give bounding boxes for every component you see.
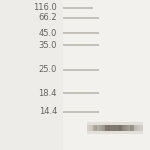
- Bar: [103, 125, 104, 131]
- Bar: [63, 7, 93, 9]
- Bar: [141, 125, 142, 131]
- Bar: [63, 92, 99, 94]
- Bar: [134, 125, 135, 131]
- Bar: [102, 125, 103, 131]
- Bar: [136, 125, 137, 131]
- Bar: [133, 125, 135, 131]
- Bar: [139, 125, 140, 131]
- Bar: [114, 125, 115, 131]
- Text: 25.0: 25.0: [39, 66, 57, 75]
- Bar: [63, 69, 99, 71]
- Bar: [118, 125, 119, 131]
- Bar: [63, 44, 99, 46]
- Bar: [117, 125, 118, 131]
- Bar: [116, 125, 117, 131]
- Bar: [126, 125, 127, 131]
- Bar: [112, 125, 113, 131]
- Bar: [93, 125, 95, 131]
- Bar: [93, 125, 94, 131]
- Bar: [100, 125, 101, 131]
- Bar: [96, 125, 98, 131]
- Bar: [130, 125, 131, 131]
- Bar: [135, 125, 136, 131]
- Bar: [110, 125, 111, 131]
- Text: 14.4: 14.4: [39, 108, 57, 117]
- Bar: [63, 32, 99, 34]
- Bar: [88, 125, 89, 131]
- Bar: [101, 125, 102, 131]
- Bar: [123, 125, 124, 131]
- Bar: [99, 125, 100, 131]
- Bar: [131, 125, 133, 131]
- Bar: [91, 125, 92, 131]
- Text: 66.2: 66.2: [38, 14, 57, 22]
- Bar: [108, 125, 110, 131]
- Bar: [107, 125, 109, 131]
- Bar: [128, 125, 129, 131]
- Bar: [120, 125, 122, 131]
- Bar: [98, 125, 99, 131]
- Bar: [127, 125, 128, 131]
- Bar: [89, 125, 90, 131]
- Bar: [109, 125, 110, 131]
- Bar: [137, 125, 138, 131]
- Bar: [87, 122, 142, 134]
- Bar: [138, 125, 139, 131]
- Text: 45.0: 45.0: [39, 28, 57, 38]
- Bar: [94, 125, 96, 131]
- Bar: [97, 125, 98, 131]
- Bar: [142, 125, 143, 131]
- Bar: [140, 125, 141, 131]
- Bar: [92, 125, 93, 131]
- Bar: [130, 125, 132, 131]
- Bar: [95, 125, 97, 131]
- Bar: [132, 125, 134, 131]
- Bar: [106, 125, 108, 131]
- Bar: [111, 125, 112, 131]
- Text: 116.0: 116.0: [33, 3, 57, 12]
- Bar: [90, 125, 91, 131]
- Bar: [113, 125, 114, 131]
- Bar: [63, 0, 150, 150]
- Bar: [115, 125, 116, 131]
- Text: 18.4: 18.4: [39, 88, 57, 98]
- Bar: [105, 125, 106, 131]
- Bar: [121, 125, 122, 131]
- Bar: [105, 125, 107, 131]
- Bar: [129, 125, 130, 131]
- Bar: [63, 111, 99, 113]
- Bar: [122, 125, 123, 131]
- Bar: [104, 125, 105, 131]
- Bar: [87, 125, 88, 131]
- Bar: [119, 125, 121, 131]
- Bar: [118, 125, 120, 131]
- Bar: [125, 125, 126, 131]
- Bar: [124, 125, 125, 131]
- Bar: [63, 17, 99, 19]
- Text: 35.0: 35.0: [39, 40, 57, 50]
